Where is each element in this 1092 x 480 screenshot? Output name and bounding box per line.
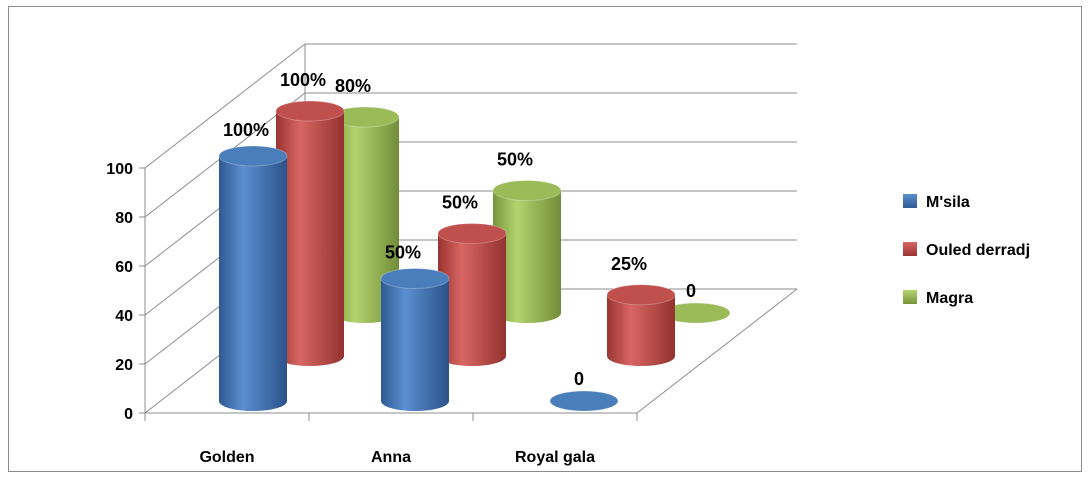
bar-body bbox=[607, 294, 675, 366]
x-category-label-1: Anna bbox=[371, 449, 411, 466]
bar-msila-2 bbox=[549, 390, 619, 412]
data-label-1-0: 100% bbox=[280, 70, 326, 90]
bars-layer bbox=[218, 100, 731, 412]
bar-top bbox=[606, 284, 676, 306]
legend-item-magra: Magra bbox=[903, 290, 973, 307]
bar-body bbox=[331, 117, 399, 323]
bar-top bbox=[437, 223, 507, 244]
bar-ouledderradj-0 bbox=[275, 100, 345, 366]
legend-item-ouled-derradj: Ouled derradj bbox=[903, 242, 1030, 259]
data-label-1-2: 25% bbox=[611, 254, 647, 274]
legend-item-msila: M'sila bbox=[903, 194, 970, 211]
gridline-left-100 bbox=[144, 43, 306, 169]
legend-swatch-ouled-derradj bbox=[903, 242, 917, 256]
bar-msila-1 bbox=[380, 268, 450, 411]
legend-label-ouled-derradj: Ouled derradj bbox=[926, 242, 1030, 259]
bar-top bbox=[549, 390, 619, 412]
bar-ouledderradj-2 bbox=[606, 284, 676, 366]
bar-top bbox=[380, 268, 450, 289]
bar-magra-1 bbox=[492, 180, 562, 323]
bar-body bbox=[493, 190, 561, 323]
bar-msila-0 bbox=[218, 145, 288, 411]
y-tick-label-0: 0 bbox=[124, 406, 133, 423]
y-tick-label-60: 60 bbox=[115, 259, 133, 276]
bar-top bbox=[218, 145, 288, 167]
y-tick-label-20: 20 bbox=[115, 357, 133, 374]
data-label-2-0: 80% bbox=[335, 76, 371, 96]
data-label-0-2: 0 bbox=[574, 369, 584, 389]
bar-magra-0 bbox=[330, 106, 400, 323]
x-category-label-0: Golden bbox=[199, 449, 254, 466]
bar-body bbox=[219, 156, 287, 411]
data-label-0-1: 50% bbox=[385, 243, 421, 263]
bar-body bbox=[276, 111, 344, 366]
y-tick-label-80: 80 bbox=[115, 210, 133, 227]
x-category-label-2: Royal gala bbox=[515, 449, 595, 466]
y-tick-label-100: 100 bbox=[106, 161, 133, 178]
y-tick-label-40: 40 bbox=[115, 308, 133, 325]
bar-body bbox=[438, 233, 506, 366]
legend-label-magra: Magra bbox=[926, 290, 973, 307]
data-label-1-1: 50% bbox=[442, 193, 478, 213]
floor-right-edge bbox=[636, 288, 798, 414]
legend: M'sila Ouled derradj Magra bbox=[903, 194, 1030, 307]
bar-top bbox=[492, 180, 562, 201]
data-label-2-2: 0 bbox=[686, 281, 696, 301]
data-label-2-1: 50% bbox=[497, 150, 533, 170]
bar-body bbox=[381, 278, 449, 411]
bar-ouledderradj-1 bbox=[437, 223, 507, 366]
data-label-0-0: 100% bbox=[223, 120, 269, 140]
labels-layer: 80% 50% 0 100% 50% 25% 100% 50% 0 bbox=[223, 70, 696, 389]
legend-swatch-msila bbox=[903, 194, 917, 208]
legend-swatch-magra bbox=[903, 290, 917, 304]
legend-label-msila: M'sila bbox=[926, 194, 970, 211]
bar-top bbox=[275, 100, 345, 122]
